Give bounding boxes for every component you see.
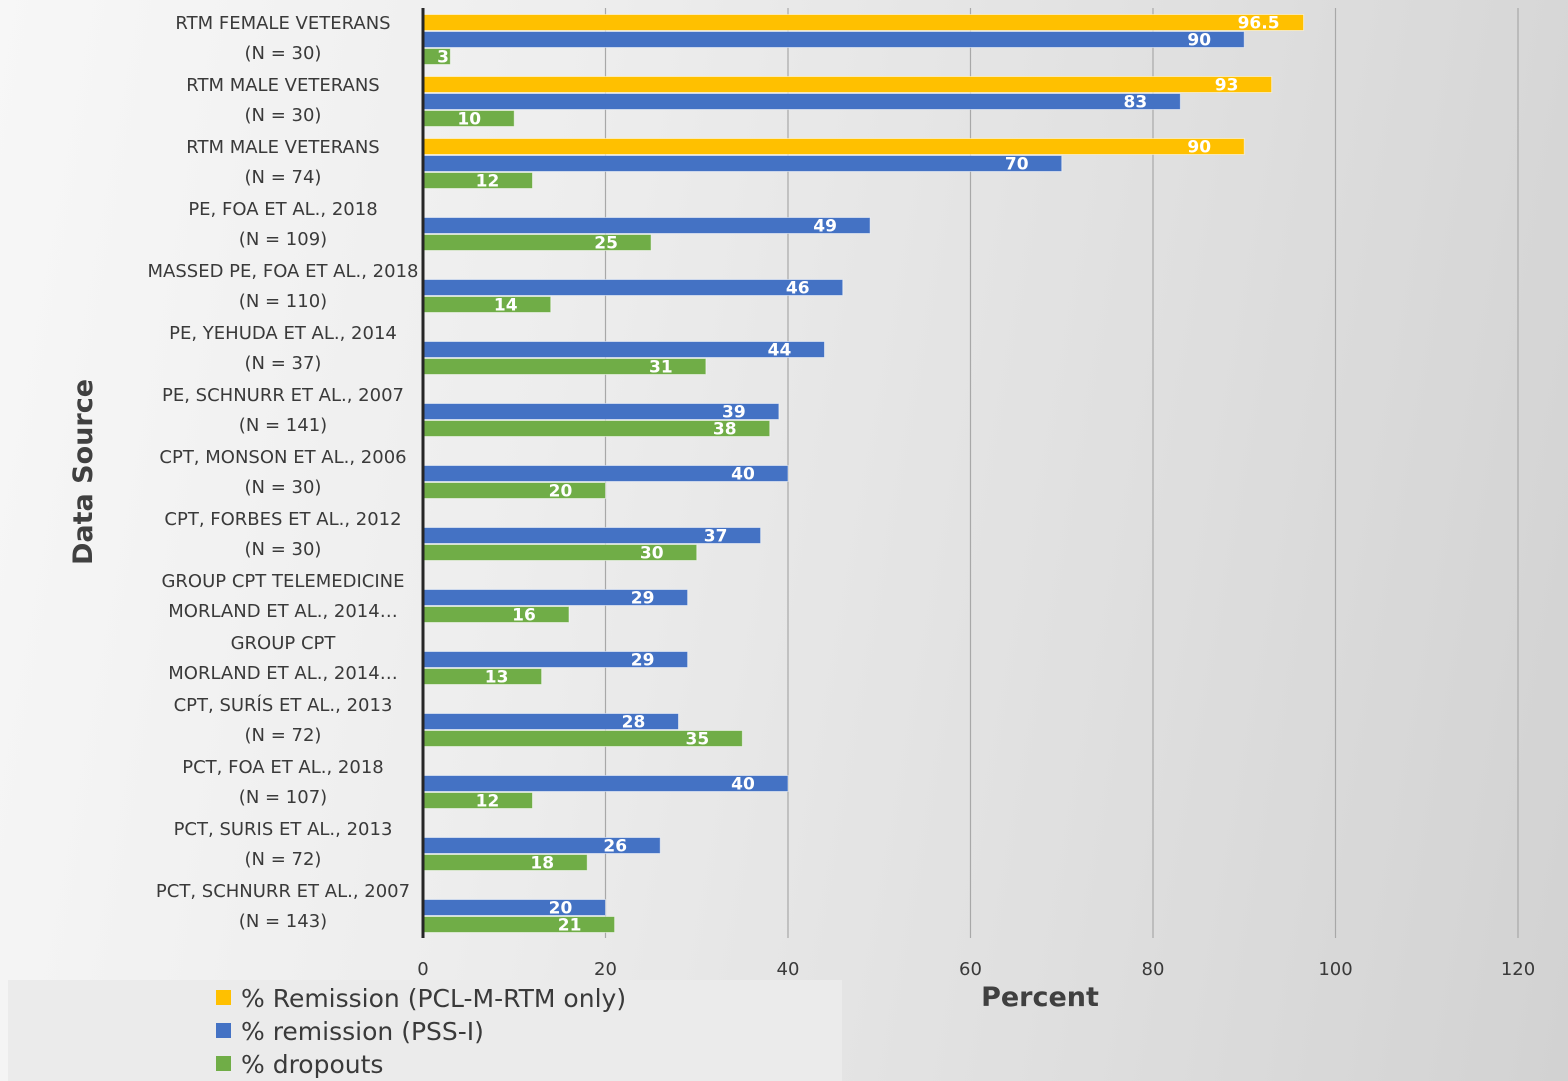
- data-label: 16: [512, 606, 536, 626]
- legend-label: % dropouts: [241, 1050, 383, 1079]
- x-tick-label: 80: [1142, 959, 1165, 980]
- x-tick-label: 120: [1501, 959, 1535, 980]
- category-label: PE, YEHUDA ET AL., 2014 (N = 37): [169, 323, 397, 374]
- y-axis-title: Data Source: [68, 379, 99, 565]
- category-label: PCT, FOA ET AL., 2018 (N = 107): [182, 757, 384, 808]
- x-tick-label: 60: [959, 959, 982, 980]
- data-label: 20: [549, 482, 573, 502]
- legend-swatch: [216, 1056, 231, 1071]
- category-label: PE, SCHNURR ET AL., 2007 (N = 141): [162, 385, 404, 436]
- legend-swatch: [216, 990, 231, 1005]
- bar: [422, 854, 588, 871]
- data-label: 49: [813, 217, 837, 237]
- category-label: PCT, SCHNURR ET AL., 2007 (N = 143): [156, 881, 410, 932]
- bar: [422, 155, 1063, 172]
- bar: [422, 606, 570, 623]
- data-label: 21: [558, 916, 582, 936]
- data-label: 96.5: [1238, 14, 1280, 34]
- category-label: PE, FOA ET AL., 2018 (N = 109): [188, 199, 377, 250]
- bar: [422, 31, 1245, 48]
- data-label: 39: [722, 403, 746, 423]
- data-label: 29: [631, 651, 655, 671]
- category-label: GROUP CPT TELEMEDICINE MORLAND ET AL., 20…: [161, 571, 404, 622]
- data-label: 12: [476, 792, 500, 812]
- data-label: 35: [686, 730, 710, 750]
- x-tick-labels: 0 20 40 60 80 100 120: [417, 959, 1535, 980]
- x-tick-label: 0: [417, 959, 428, 980]
- legend-label: % remission (PSS-I): [241, 1017, 484, 1046]
- data-label: 40: [731, 775, 755, 795]
- x-tick-label: 100: [1318, 959, 1352, 980]
- data-label: 28: [622, 713, 646, 733]
- data-label: 26: [603, 837, 627, 857]
- category-label: GROUP CPT MORLAND ET AL., 2014…: [168, 633, 397, 684]
- data-label: 37: [704, 527, 728, 547]
- data-label: 3: [437, 48, 449, 68]
- bar: [422, 14, 1305, 31]
- data-label: 12: [476, 172, 500, 192]
- data-label: 90: [1187, 31, 1211, 51]
- data-label: 30: [640, 544, 664, 564]
- data-label: 93: [1215, 76, 1239, 96]
- bar: [422, 482, 606, 499]
- data-label: 29: [631, 589, 655, 609]
- data-label: 46: [786, 279, 810, 299]
- bar: [422, 899, 606, 916]
- bar: [422, 668, 543, 685]
- x-tick-label: 40: [777, 959, 800, 980]
- data-label: 70: [1005, 155, 1029, 175]
- legend-label: % Remission (PCL-M-RTM only): [241, 984, 626, 1013]
- legend: % Remission (PCL-M-RTM only) % remission …: [216, 984, 626, 1079]
- data-label: 38: [713, 420, 737, 440]
- bars: [422, 14, 1305, 933]
- bar: [422, 916, 616, 933]
- data-label: 40: [731, 465, 755, 485]
- bar: [422, 217, 871, 234]
- category-label: PCT, SURIS ET AL., 2013 (N = 72): [174, 819, 393, 870]
- x-axis-title: Percent: [981, 982, 1099, 1013]
- data-label: 90: [1187, 138, 1211, 158]
- category-label: CPT, MONSON ET AL., 2006 (N = 30): [159, 447, 406, 498]
- data-label: 14: [494, 296, 518, 316]
- data-label: 18: [530, 854, 554, 874]
- bar: [422, 76, 1273, 93]
- data-label: 10: [457, 110, 481, 130]
- data-label: 13: [485, 668, 509, 688]
- data-label: 44: [768, 341, 792, 361]
- bar: [422, 93, 1181, 110]
- category-label: RTM FEMALE VETERANS (N = 30): [175, 13, 390, 64]
- category-labels: RTM FEMALE VETERANS (N = 30) RTM MALE VETE…: [148, 13, 419, 932]
- data-label: 20: [549, 899, 573, 919]
- data-label: 25: [594, 234, 618, 254]
- category-label: RTM MALE VETERANS (N = 74): [186, 137, 379, 188]
- bar: [422, 279, 844, 296]
- data-label: 83: [1124, 93, 1148, 113]
- category-label: CPT, FORBES ET AL., 2012 (N = 30): [164, 509, 401, 560]
- x-tick-label: 20: [594, 959, 617, 980]
- legend-background: [8, 980, 842, 1081]
- bar: [422, 138, 1245, 155]
- category-label: CPT, SURÍS ET AL., 2013 (N = 72): [174, 694, 393, 746]
- category-label: RTM MALE VETERANS (N = 30): [186, 75, 379, 126]
- bar: [422, 341, 825, 358]
- legend-swatch: [216, 1023, 231, 1038]
- bar: [422, 296, 552, 313]
- category-label: MASSED PE, FOA ET AL., 2018 (N = 110): [148, 261, 419, 312]
- data-label: 31: [649, 358, 673, 378]
